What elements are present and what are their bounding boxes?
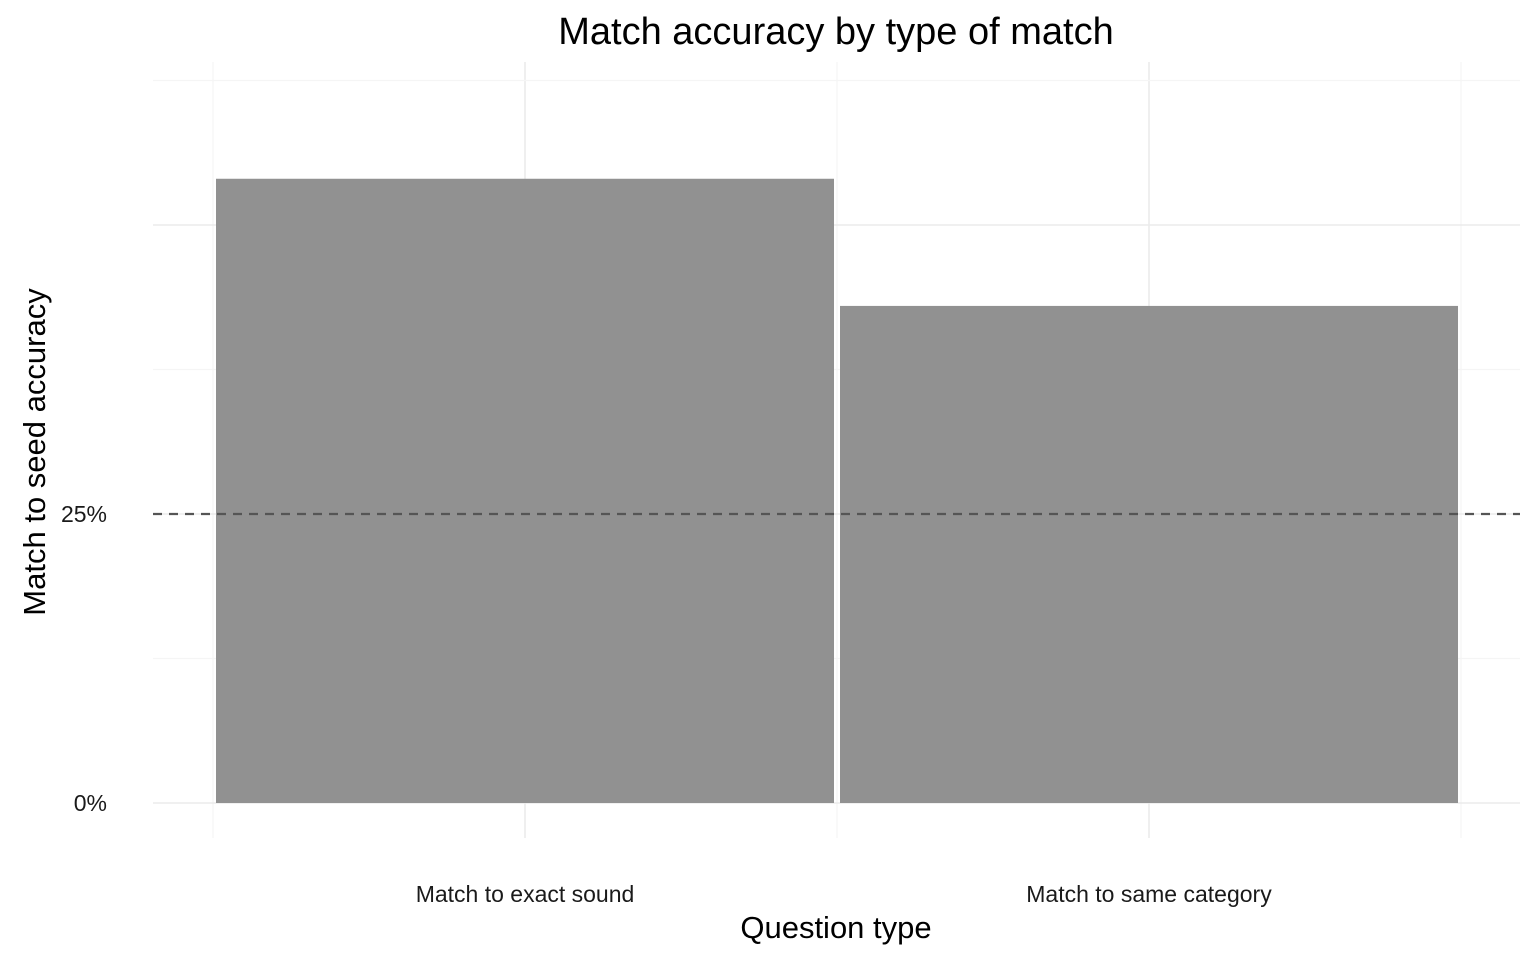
x-tick-label: Match to same category: [1026, 881, 1272, 907]
x-axis-ticks: Match to exact sound Match to same catego…: [416, 881, 1273, 907]
bar-1: [216, 178, 834, 803]
bars: [216, 178, 1458, 803]
x-axis-title: Question type: [740, 910, 931, 945]
y-tick-label: 0%: [74, 790, 107, 816]
y-axis-title: Match to seed accuracy: [17, 288, 52, 616]
x-tick-label: Match to exact sound: [416, 881, 635, 907]
bar-2: [840, 305, 1458, 803]
y-axis-ticks: 0% 25%: [61, 501, 107, 816]
chart-title: Match accuracy by type of match: [558, 11, 1113, 53]
y-tick-label: 25%: [61, 501, 107, 527]
